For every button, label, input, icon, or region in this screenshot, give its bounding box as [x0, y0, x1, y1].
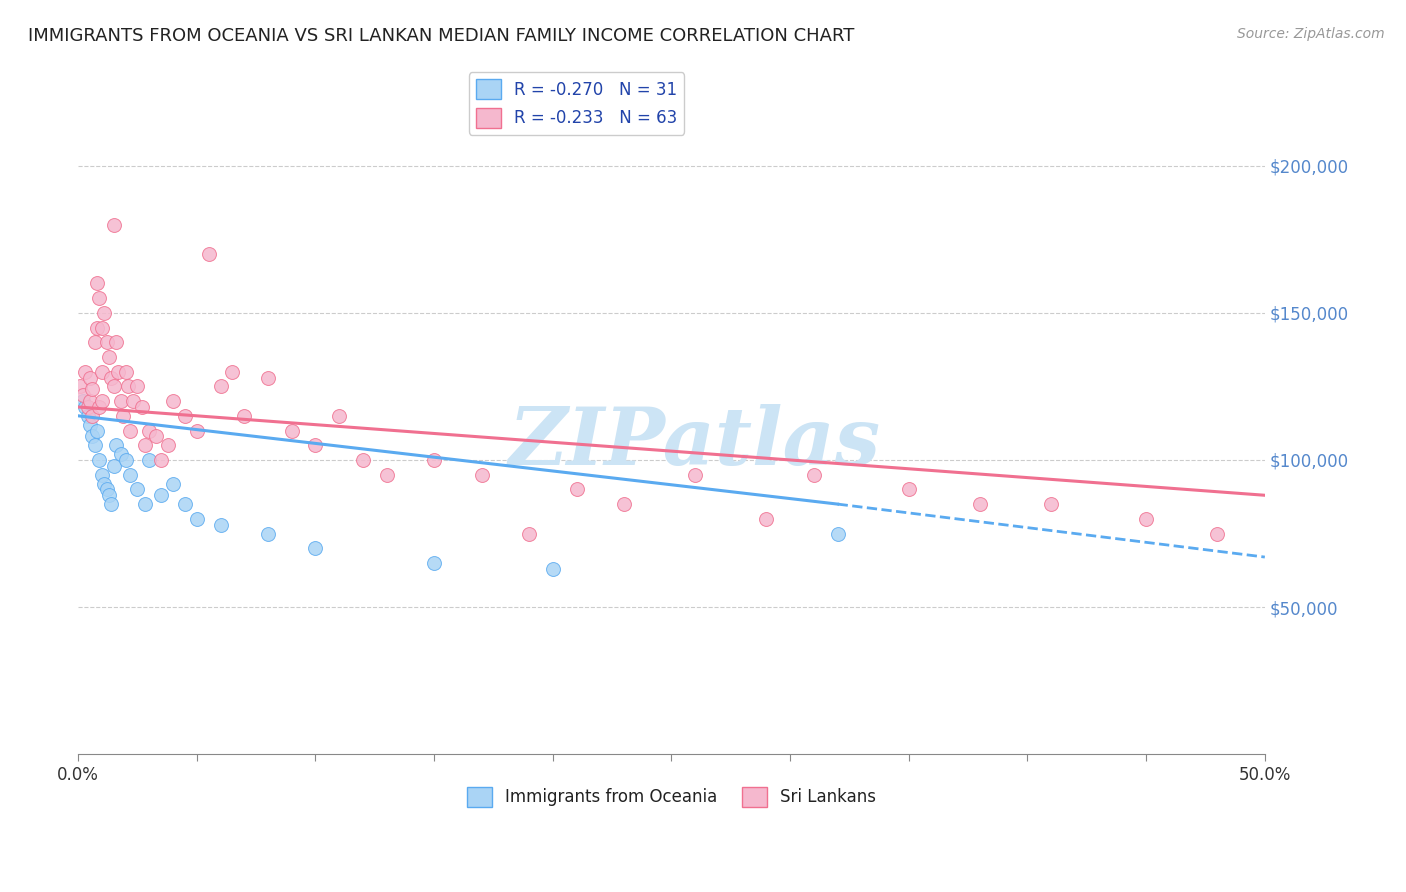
Point	[83, 335, 105, 350]
Point	[103, 218, 125, 232]
Point	[150, 453, 173, 467]
Point	[79, 417, 101, 432]
Point	[328, 409, 350, 423]
Point	[127, 483, 149, 497]
Point	[93, 306, 115, 320]
Point	[803, 467, 825, 482]
Point	[110, 394, 132, 409]
Point	[541, 562, 564, 576]
Point	[89, 453, 111, 467]
Point	[162, 394, 184, 409]
Point	[86, 424, 108, 438]
Point	[423, 556, 446, 570]
Point	[174, 409, 197, 423]
Point	[304, 438, 326, 452]
Point	[103, 379, 125, 393]
Point	[82, 409, 104, 423]
Point	[150, 488, 173, 502]
Point	[82, 382, 104, 396]
Point	[1206, 526, 1229, 541]
Point	[98, 488, 121, 502]
Text: ZIPatlas: ZIPatlas	[509, 404, 882, 482]
Text: Source: ZipAtlas.com: Source: ZipAtlas.com	[1237, 27, 1385, 41]
Point	[110, 447, 132, 461]
Point	[82, 429, 104, 443]
Point	[1135, 512, 1157, 526]
Point	[72, 394, 94, 409]
Point	[233, 409, 256, 423]
Point	[755, 512, 778, 526]
Point	[100, 497, 122, 511]
Point	[127, 379, 149, 393]
Point	[120, 424, 142, 438]
Point	[98, 350, 121, 364]
Point	[79, 370, 101, 384]
Point	[121, 394, 143, 409]
Point	[897, 483, 920, 497]
Point	[257, 526, 280, 541]
Point	[221, 365, 243, 379]
Point	[1040, 497, 1063, 511]
Legend: Immigrants from Oceania, Sri Lankans: Immigrants from Oceania, Sri Lankans	[460, 780, 883, 814]
Point	[69, 379, 91, 393]
Point	[89, 291, 111, 305]
Point	[423, 453, 446, 467]
Point	[79, 394, 101, 409]
Point	[131, 400, 153, 414]
Point	[186, 424, 208, 438]
Point	[103, 458, 125, 473]
Point	[90, 394, 112, 409]
Point	[96, 335, 118, 350]
Point	[90, 365, 112, 379]
Point	[304, 541, 326, 556]
Point	[83, 438, 105, 452]
Point	[112, 409, 135, 423]
Point	[90, 320, 112, 334]
Point	[114, 365, 136, 379]
Point	[105, 438, 128, 452]
Point	[209, 517, 232, 532]
Point	[75, 400, 97, 414]
Point	[157, 438, 180, 452]
Point	[114, 453, 136, 467]
Point	[517, 526, 540, 541]
Point	[174, 497, 197, 511]
Point	[352, 453, 374, 467]
Point	[86, 320, 108, 334]
Point	[76, 400, 98, 414]
Point	[107, 365, 129, 379]
Point	[138, 453, 160, 467]
Point	[162, 476, 184, 491]
Point	[969, 497, 991, 511]
Point	[827, 526, 849, 541]
Point	[280, 424, 302, 438]
Point	[105, 335, 128, 350]
Text: IMMIGRANTS FROM OCEANIA VS SRI LANKAN MEDIAN FAMILY INCOME CORRELATION CHART: IMMIGRANTS FROM OCEANIA VS SRI LANKAN ME…	[28, 27, 855, 45]
Point	[565, 483, 588, 497]
Point	[72, 388, 94, 402]
Point	[209, 379, 232, 393]
Point	[375, 467, 398, 482]
Point	[186, 512, 208, 526]
Point	[93, 476, 115, 491]
Point	[76, 409, 98, 423]
Point	[197, 247, 219, 261]
Point	[100, 370, 122, 384]
Point	[257, 370, 280, 384]
Point	[134, 497, 156, 511]
Point	[96, 483, 118, 497]
Point	[471, 467, 494, 482]
Point	[138, 424, 160, 438]
Point	[75, 365, 97, 379]
Point	[90, 467, 112, 482]
Point	[134, 438, 156, 452]
Point	[683, 467, 706, 482]
Point	[117, 379, 139, 393]
Point	[86, 277, 108, 291]
Point	[89, 400, 111, 414]
Point	[145, 429, 167, 443]
Point	[613, 497, 636, 511]
Point	[120, 467, 142, 482]
